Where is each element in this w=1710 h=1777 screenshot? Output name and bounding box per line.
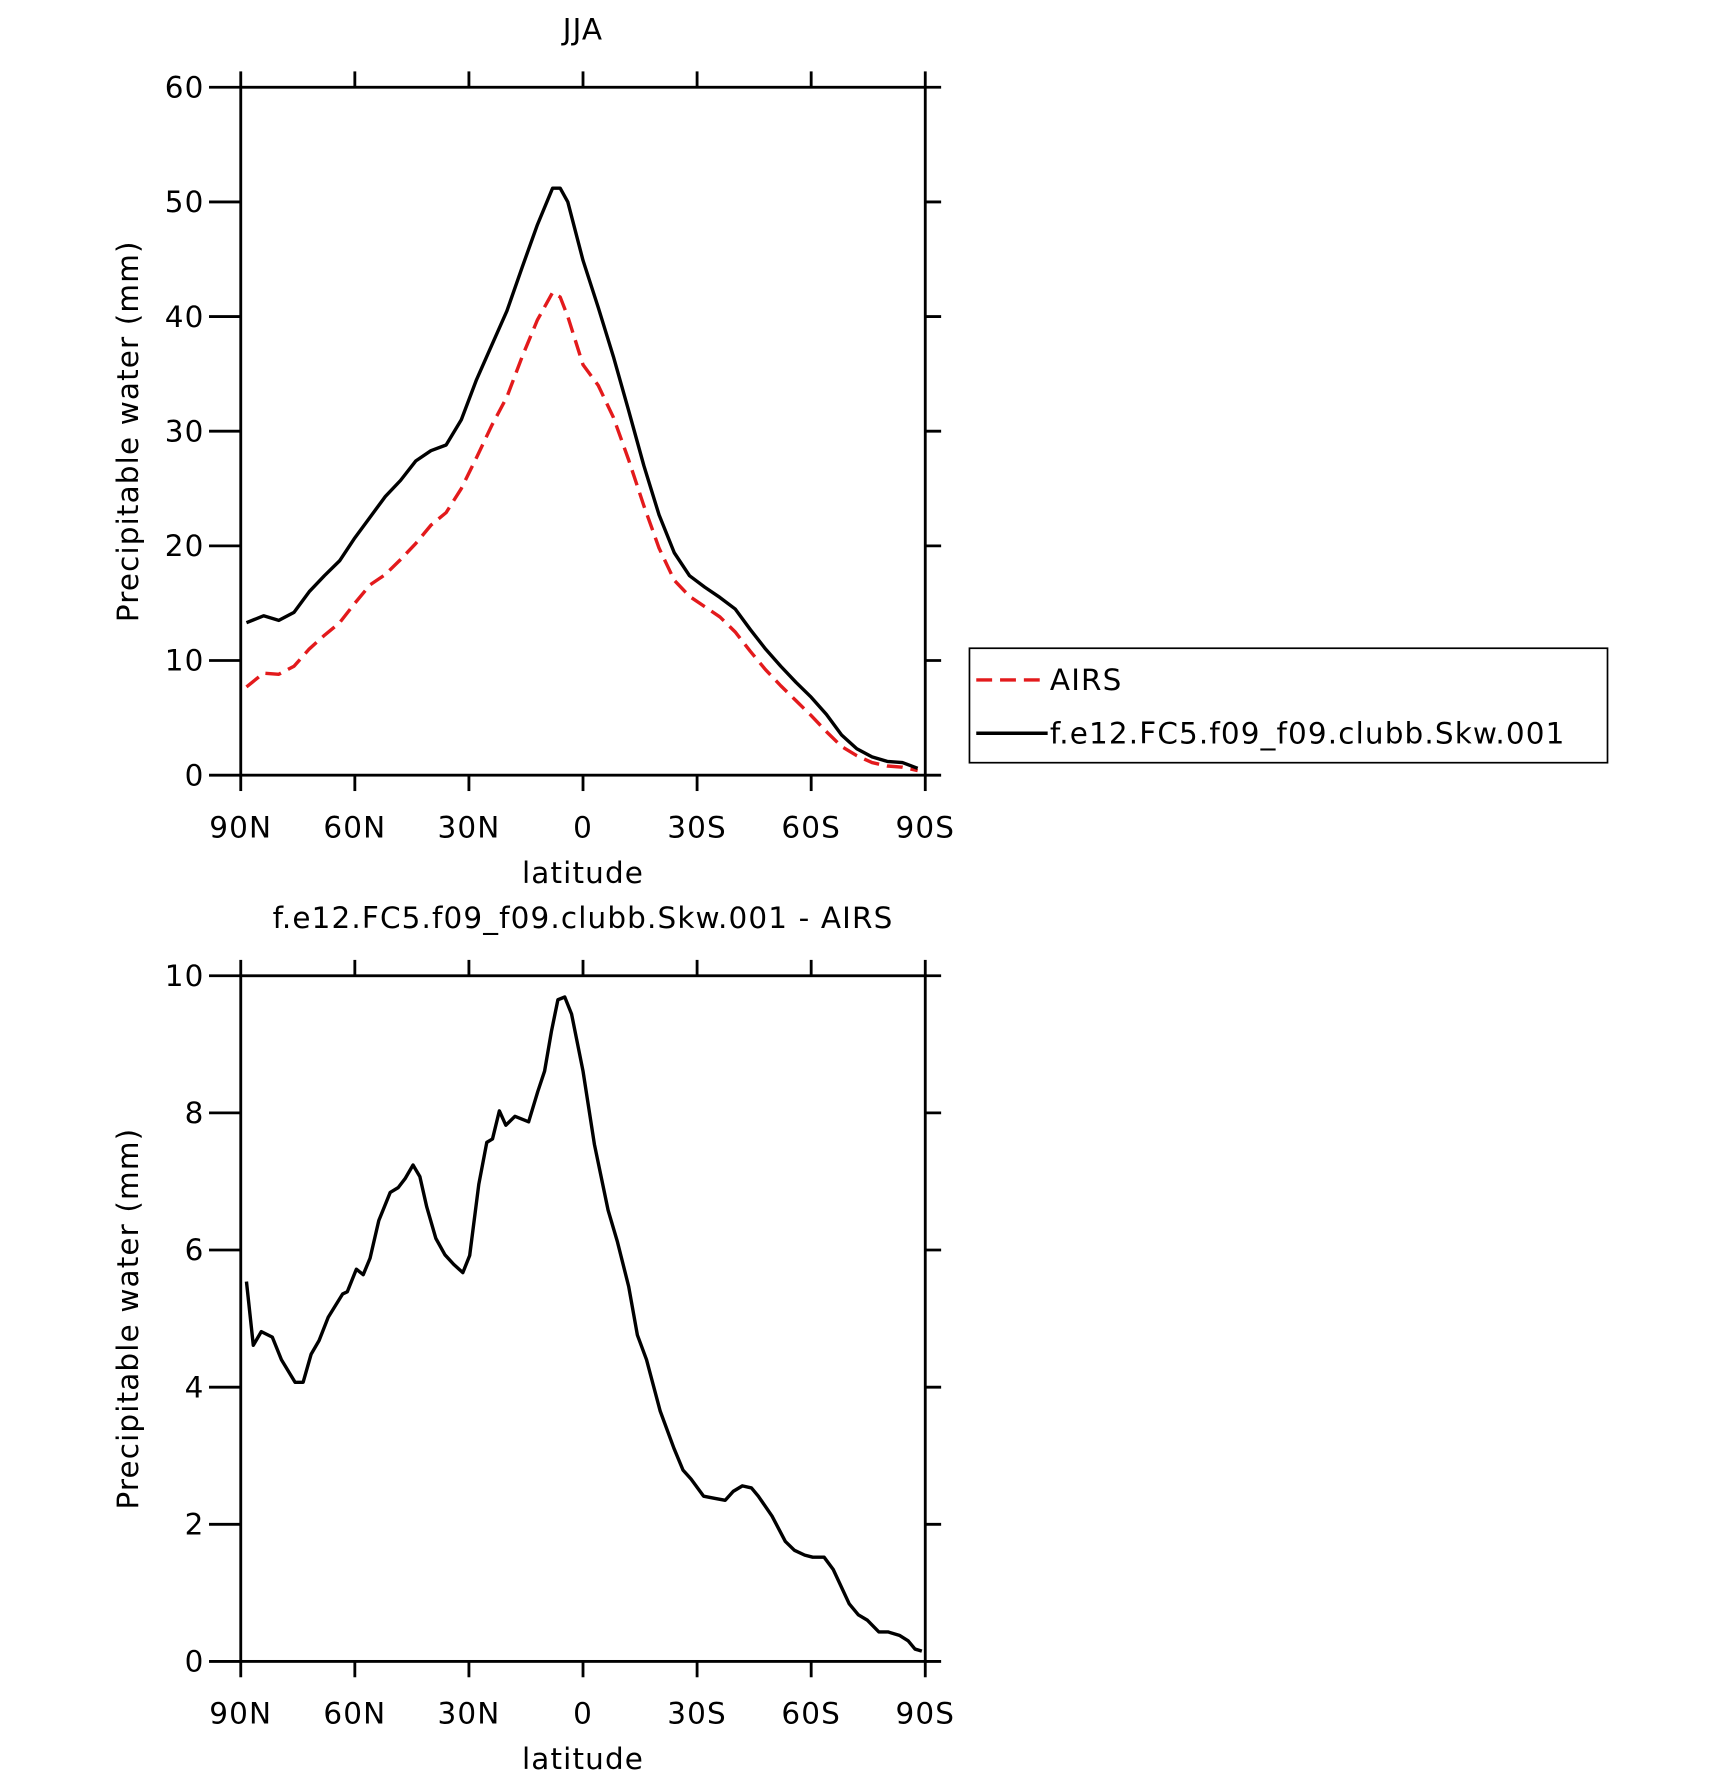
y-tick-label: 0 xyxy=(185,1645,205,1679)
x-tick-label: 60N xyxy=(323,1697,386,1731)
plot-frame xyxy=(239,85,927,777)
chart-title: JJA xyxy=(561,13,603,47)
x-tick-label: 90S xyxy=(895,811,955,845)
x-axis-label: latitude xyxy=(522,1742,644,1776)
x-axis-label: latitude xyxy=(522,856,644,890)
x-tick-label: 90S xyxy=(895,1697,955,1731)
y-tick-label: 20 xyxy=(165,529,205,563)
y-tick-label: 0 xyxy=(185,758,205,792)
y-tick-label: 8 xyxy=(185,1096,205,1130)
legend-box xyxy=(968,647,1609,764)
plot-frame xyxy=(239,974,927,1663)
background xyxy=(5,0,1705,1777)
data-line xyxy=(245,186,919,770)
x-tick-label: 30N xyxy=(437,1697,500,1731)
y-tick-label: 60 xyxy=(165,70,205,104)
y-tick-label: 30 xyxy=(165,414,205,448)
x-tick-label: 60S xyxy=(781,811,841,845)
y-tick-label: 2 xyxy=(185,1507,205,1541)
x-tick-label: 0 xyxy=(573,811,593,845)
x-tick-label: 30S xyxy=(667,1697,727,1731)
y-axis-label: Precipitable water (mm) xyxy=(111,1128,145,1510)
y-tick-label: 6 xyxy=(185,1233,205,1267)
y-tick-label: 10 xyxy=(165,644,205,678)
y-axis-label: Precipitable water (mm) xyxy=(111,240,145,622)
x-tick-label: 60S xyxy=(781,1697,841,1731)
x-tick-label: 60N xyxy=(323,811,386,845)
x-tick-label: 30S xyxy=(667,811,727,845)
data-line xyxy=(245,290,919,773)
y-tick-label: 50 xyxy=(165,185,205,219)
x-tick-label: 0 xyxy=(573,1697,593,1731)
legend-label: AIRS xyxy=(1050,663,1123,697)
x-tick-label: 90N xyxy=(209,811,272,845)
x-tick-label: 30N xyxy=(437,811,500,845)
y-tick-label: 10 xyxy=(165,959,205,993)
y-tick-label: 4 xyxy=(185,1370,205,1404)
chart-title: f.e12.FC5.f09_f09.clubb.Skw.001 - AIRS xyxy=(273,901,894,935)
legend-label: f.e12.FC5.f09_f09.clubb.Skw.001 xyxy=(1050,716,1566,750)
data-line xyxy=(244,995,923,1653)
x-tick-label: 90N xyxy=(209,1697,272,1731)
y-tick-label: 40 xyxy=(165,300,205,334)
